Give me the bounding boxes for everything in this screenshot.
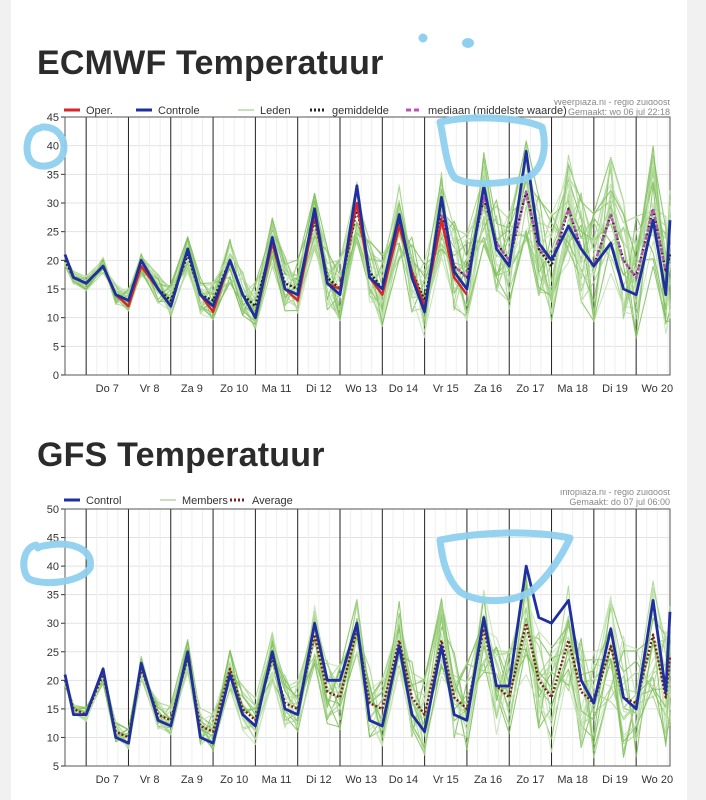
x-tick-label: Za 9 xyxy=(181,383,203,395)
y-tick-label: 15 xyxy=(47,284,59,296)
source-label: Infoplaza.nl - regio zuidoost xyxy=(560,490,671,497)
legend-label: Average xyxy=(252,495,293,507)
x-tick-label: Za 16 xyxy=(474,774,502,786)
x-tick-label: Zo 17 xyxy=(516,383,544,395)
member-line xyxy=(64,149,671,320)
x-tick-label: Di 12 xyxy=(306,774,332,786)
x-tick-label: Ma 18 xyxy=(557,774,588,786)
x-tick-label: Wo 13 xyxy=(345,774,377,786)
x-tick-label: Wo 20 xyxy=(642,774,674,786)
made-label: Gemaakt: wo 06 jul 22:18 xyxy=(568,107,670,117)
x-tick-label: Do 7 xyxy=(96,383,119,395)
ecmwf-title: ECMWF Temperatuur xyxy=(37,44,384,82)
x-tick-label: Vr 8 xyxy=(140,774,160,786)
member-line xyxy=(64,154,671,324)
x-tick-label: Di 12 xyxy=(306,383,332,395)
series-line-control xyxy=(63,564,672,745)
gfs-chart: 5 10 15 20 25 30 35 40 45 50 Do 7 Vr 8 Za 9 Zo 10 Ma 1… xyxy=(47,490,674,786)
x-tick-label: Zo 17 xyxy=(516,774,544,786)
gfs-title: GFS Temperatuur xyxy=(37,436,325,474)
member-line xyxy=(64,613,671,747)
legend-label: Leden xyxy=(260,105,291,117)
x-tick-label: Zo 10 xyxy=(220,774,248,786)
y-tick-label: 30 xyxy=(47,618,59,630)
plot-frame xyxy=(64,508,671,767)
x-tick-label: Do 7 xyxy=(96,774,119,786)
legend-label: gemiddelde xyxy=(332,105,389,117)
y-tick-label: 35 xyxy=(47,590,59,602)
made-label: Gemaakt: do 07 jul 06:00 xyxy=(569,497,670,507)
y-tick-label: 45 xyxy=(47,533,59,545)
y-tick-label: 40 xyxy=(47,561,59,573)
ecmwf-chart: 0 5 10 15 20 25 30 35 40 45 Do 7 Vr 8 Za 9 Zo 10 Ma 11… xyxy=(47,100,674,395)
legend-label: mediaan (middelste waarde) xyxy=(428,105,567,117)
y-tick-label: 10 xyxy=(47,313,59,325)
y-tick-label: 25 xyxy=(47,227,59,239)
x-tick-label: Ma 11 xyxy=(262,383,292,395)
ensemble-members xyxy=(64,140,671,339)
y-tick-label: 10 xyxy=(47,732,59,744)
y-tick-label: 0 xyxy=(53,370,59,382)
y-tick-label: 20 xyxy=(47,255,59,267)
x-tick-label: Zo 10 xyxy=(220,383,248,395)
x-tick-label: Ma 18 xyxy=(557,383,588,395)
x-tick-label: Di 19 xyxy=(602,774,628,786)
x-tick-label: Do 14 xyxy=(389,383,418,395)
y-tick-label: 5 xyxy=(53,761,59,773)
legend-label: Control xyxy=(86,495,121,507)
series-line-average xyxy=(63,621,672,739)
y-tick-label: 25 xyxy=(47,647,59,659)
x-tick-label: Di 19 xyxy=(602,383,628,395)
x-tick-label: Wo 13 xyxy=(345,383,377,395)
y-tick-label: 20 xyxy=(47,675,59,687)
x-tick-label: Za 16 xyxy=(474,383,502,395)
x-tick-label: Vr 15 xyxy=(433,383,459,395)
legend-label: Oper. xyxy=(86,105,113,117)
series-line-controle xyxy=(63,150,672,320)
x-tick-label: Za 9 xyxy=(181,774,203,786)
source-label: Weerplaza.nl - regio zuidoost xyxy=(554,100,671,107)
member-line xyxy=(64,606,671,743)
x-tick-label: Vr 8 xyxy=(140,383,160,395)
y-tick-label: 40 xyxy=(47,141,59,153)
x-tick-label: Do 14 xyxy=(389,774,418,786)
y-tick-label: 15 xyxy=(47,704,59,716)
y-tick-label: 5 xyxy=(53,341,59,353)
x-tick-label: Vr 15 xyxy=(433,774,459,786)
legend-label: Members xyxy=(182,495,228,507)
member-line xyxy=(64,177,671,316)
x-tick-label: Ma 11 xyxy=(262,774,292,786)
y-tick-label: 45 xyxy=(47,112,59,124)
y-tick-label: 35 xyxy=(47,169,59,181)
x-tick-label: Wo 20 xyxy=(642,383,674,395)
legend-label: Controle xyxy=(158,105,200,117)
y-tick-label: 30 xyxy=(47,198,59,210)
y-tick-label: 50 xyxy=(47,504,59,516)
